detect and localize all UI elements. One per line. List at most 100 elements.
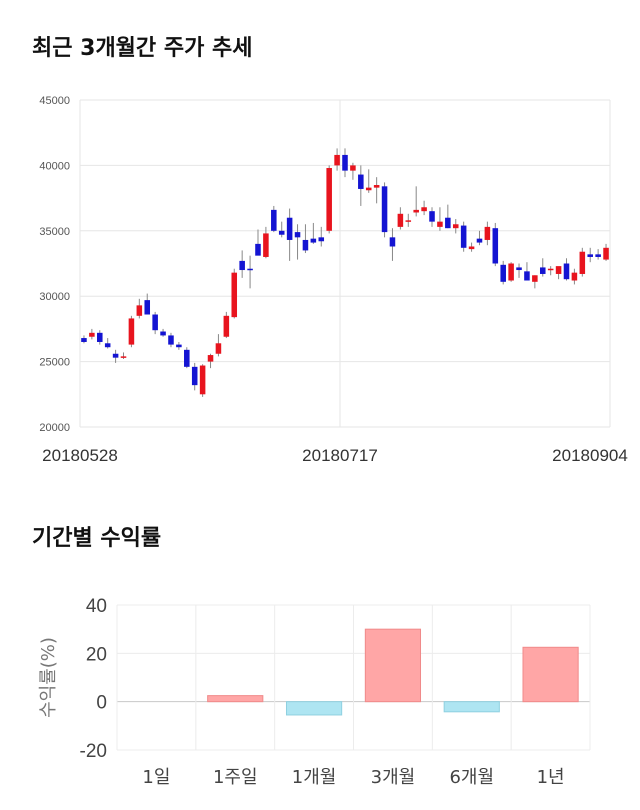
candle <box>603 243 609 261</box>
candle <box>468 242 475 252</box>
candle-body <box>215 343 222 354</box>
candle <box>500 260 506 285</box>
candle-body <box>397 213 404 227</box>
candle-body <box>89 332 95 337</box>
candle <box>547 266 554 276</box>
candle-body <box>271 209 277 231</box>
candle <box>255 229 261 256</box>
candle <box>516 263 522 278</box>
candle <box>389 228 396 261</box>
candle <box>445 204 451 229</box>
candle-body <box>263 233 269 257</box>
candle-body <box>587 254 593 257</box>
candle-body <box>381 186 388 233</box>
candle <box>294 224 301 260</box>
candle <box>112 349 119 363</box>
candle <box>595 249 601 260</box>
candle <box>128 315 135 348</box>
candle <box>207 353 214 369</box>
candle-body <box>373 185 380 188</box>
candle <box>563 258 570 281</box>
x-date-label: 20180717 <box>302 446 378 465</box>
candle-body <box>152 314 158 331</box>
candle-body <box>500 264 506 282</box>
candle <box>492 222 499 267</box>
candle-body <box>421 207 427 212</box>
candle <box>176 341 182 350</box>
candle <box>342 148 348 178</box>
candle-body <box>516 267 522 271</box>
candle <box>358 165 364 206</box>
candle <box>302 224 309 254</box>
y-tick-label: 20000 <box>39 422 70 434</box>
x-date-label: 20180904 <box>552 446 628 465</box>
candle-body <box>452 224 459 229</box>
candle <box>168 332 174 348</box>
candle-body <box>413 209 419 213</box>
candle-body <box>603 247 609 260</box>
candle-body <box>318 237 325 242</box>
y-tick-label: 30000 <box>39 291 70 303</box>
candle <box>484 221 491 246</box>
candle <box>199 364 206 397</box>
candle <box>223 311 230 339</box>
price-trend-title: 최근 3개월간 주가 추세 <box>32 36 253 61</box>
candle-body <box>484 226 491 240</box>
candle <box>184 347 190 369</box>
candle-body <box>468 246 475 250</box>
candle-body <box>231 272 238 318</box>
candle-body <box>571 272 578 281</box>
candle-body <box>539 267 546 274</box>
candle-body <box>547 268 554 271</box>
returns-title: 기간별 수익률 <box>32 526 162 551</box>
candle-body <box>176 344 182 348</box>
y-tick-label: -20 <box>80 741 107 762</box>
candle <box>144 293 151 315</box>
candle-body <box>524 271 530 281</box>
candle <box>539 258 546 277</box>
candle <box>239 250 245 278</box>
candle-body <box>365 187 372 191</box>
candle <box>437 207 443 231</box>
candle-body <box>342 154 348 171</box>
candle <box>555 266 562 280</box>
category-label: 1년 <box>537 767 565 788</box>
candle-body <box>97 332 103 342</box>
candle-body <box>81 338 87 342</box>
candle <box>429 207 435 227</box>
candle-body <box>350 165 356 171</box>
candle <box>381 182 388 238</box>
candle <box>136 298 143 319</box>
category-label: 1일 <box>142 767 170 788</box>
category-label: 1개월 <box>292 767 337 788</box>
candlestick-chart: 45000 40000 35000 30000 25000 20000 20180528 20… <box>39 95 628 465</box>
return-bar <box>285 701 343 716</box>
candle <box>89 328 95 340</box>
candle-body <box>405 220 412 222</box>
candle <box>318 226 325 247</box>
candle <box>579 247 586 277</box>
candle <box>452 219 459 234</box>
candle <box>278 221 285 238</box>
y-tick-label: 0 <box>96 693 107 714</box>
y-axis-label: 수익률(%) <box>38 637 59 718</box>
candle-body <box>429 211 435 222</box>
candle <box>81 335 87 344</box>
candle-body <box>326 168 332 231</box>
candle <box>532 275 538 289</box>
x-date-label: 20180528 <box>42 446 118 465</box>
return-bar <box>522 646 579 703</box>
y-tick-label: 40 <box>86 596 107 617</box>
candle-body <box>223 315 230 337</box>
candle-body <box>136 305 143 316</box>
candle <box>326 165 332 234</box>
candle-body <box>207 355 214 362</box>
candle-body <box>160 331 166 336</box>
candle-body <box>247 268 253 271</box>
candle-body <box>492 228 499 264</box>
candle <box>421 200 427 216</box>
candle <box>571 268 578 285</box>
candle <box>365 169 372 193</box>
candle <box>334 148 340 171</box>
candle-body <box>563 263 570 280</box>
